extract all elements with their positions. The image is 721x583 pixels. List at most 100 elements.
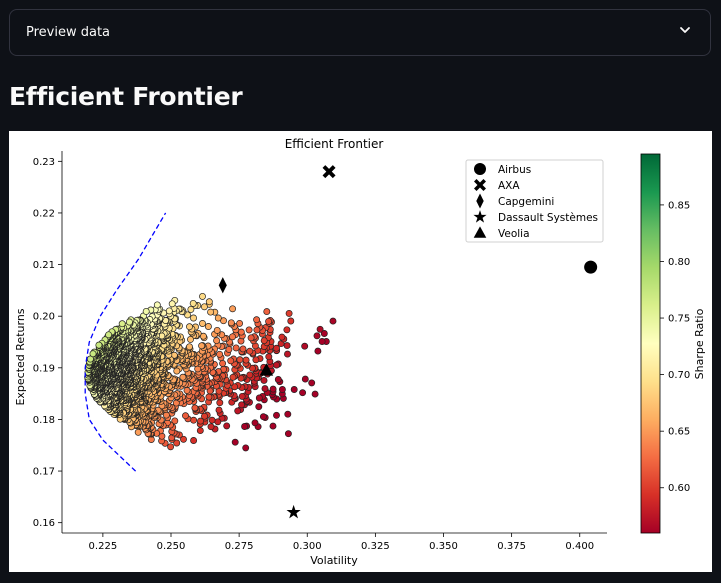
colorbar-gradient (640, 153, 661, 534)
portfolio-point (273, 344, 280, 352)
chart-title: Efficient Frontier (285, 137, 384, 151)
colorbar-tick-label: 0.65 (668, 427, 690, 438)
portfolio-point (200, 303, 208, 311)
x-tick-label: 0.250 (157, 541, 186, 552)
portfolio-point (241, 423, 249, 430)
y-axis-label: Expected Returns (14, 308, 27, 405)
portfolio-point (238, 401, 246, 409)
portfolio-point (246, 371, 254, 379)
portfolio-point (253, 326, 261, 334)
y-tick-label: 0.21 (33, 260, 55, 271)
legend-marker-x (474, 179, 486, 191)
portfolio-point (299, 389, 307, 397)
portfolio-point (89, 350, 97, 358)
portfolio-point (227, 357, 235, 365)
portfolio-point (173, 367, 181, 375)
portfolio-point (285, 309, 293, 317)
portfolio-point (165, 307, 173, 315)
portfolio-point (229, 373, 237, 381)
portfolio-point (207, 308, 215, 316)
legend-marker-diamond (476, 193, 484, 209)
y-tick-label: 0.18 (33, 415, 55, 426)
portfolio-point (105, 331, 113, 339)
portfolio-point (231, 438, 239, 446)
x-tick-label: 0.400 (565, 541, 594, 552)
legend-marker-triangle (473, 226, 487, 238)
portfolio-point (313, 332, 321, 340)
portfolio-point (261, 385, 269, 393)
portfolio-point (216, 350, 224, 358)
portfolio-point (283, 342, 291, 350)
x-tick-label: 0.300 (293, 541, 322, 552)
portfolio-point (186, 323, 193, 331)
y-tick-label: 0.22 (33, 208, 55, 219)
asset-marker-veolia (259, 363, 274, 376)
portfolio-point (213, 337, 221, 345)
expander-label: Preview data (26, 25, 111, 40)
portfolio-point (269, 422, 277, 430)
page-title: Efficient Frontier (9, 82, 243, 111)
portfolio-point (201, 412, 208, 420)
portfolio-point (265, 317, 273, 325)
portfolio-point (242, 444, 250, 452)
portfolio-point (118, 320, 126, 328)
portfolio-point (239, 345, 247, 353)
x-tick-label: 0.350 (429, 541, 458, 552)
portfolio-point (284, 350, 291, 358)
portfolio-point (216, 399, 224, 407)
portfolio-point (183, 386, 191, 394)
asset-marker-axa (322, 165, 336, 179)
x-tick-label: 0.325 (361, 541, 390, 552)
legend-box (465, 159, 604, 243)
frontier-line (84, 212, 167, 472)
portfolio-point (213, 326, 221, 334)
portfolio-point (245, 326, 253, 334)
portfolio-point (255, 394, 263, 402)
portfolio-point (215, 406, 223, 414)
portfolio-point (229, 333, 236, 341)
portfolio-point (207, 423, 215, 431)
portfolio-point (142, 307, 150, 315)
efficient-frontier-chart: Efficient Frontier 0.225 0.250 0.275 0.300 0… (9, 131, 712, 572)
portfolio-point (214, 314, 222, 322)
portfolio-point (316, 325, 324, 333)
portfolio-point (265, 353, 273, 361)
portfolio-point (274, 376, 282, 383)
portfolio-point (260, 337, 268, 345)
portfolio-point (134, 428, 142, 436)
axes (61, 151, 607, 534)
portfolio-point (301, 342, 309, 350)
x-axis-label: Volatility (310, 554, 358, 567)
portfolio-point (260, 376, 268, 384)
portfolio-point (190, 314, 197, 322)
portfolio-point (187, 305, 195, 313)
portfolio-point (273, 361, 281, 369)
portfolio-point (206, 387, 214, 395)
portfolio-point (236, 356, 244, 364)
portfolio-point (284, 430, 292, 438)
portfolio-point (204, 323, 212, 330)
asset-marker-airbus (584, 260, 598, 274)
preview-data-expander[interactable]: Preview data (9, 9, 711, 56)
portfolio-point (173, 439, 181, 447)
portfolio-point (125, 318, 133, 326)
portfolio-point (205, 298, 213, 306)
portfolio-point (186, 343, 193, 351)
portfolio-point (252, 356, 260, 364)
portfolio-point (199, 320, 206, 327)
legend-label: Veolia (498, 228, 530, 240)
portfolio-point (290, 386, 298, 393)
asset-marker-capgemini (218, 277, 227, 294)
x-tick-label: 0.225 (89, 541, 118, 552)
x-tick-label: 0.375 (497, 541, 526, 552)
portfolio-point (301, 375, 309, 383)
portfolio-point (225, 345, 233, 353)
y-tick-label: 0.23 (33, 157, 55, 168)
chevron-down-icon[interactable] (678, 23, 692, 37)
legend: Airbus AXA Capgemini Dassault Systèmes Veoli… (465, 159, 604, 243)
portfolio-point (273, 411, 280, 419)
portfolio-point (284, 410, 292, 418)
portfolio-point (205, 393, 213, 401)
portfolio-point (251, 419, 259, 427)
x-ticks: 0.225 0.250 0.275 0.300 0.325 0.350 0.375 0.400 (89, 533, 594, 552)
